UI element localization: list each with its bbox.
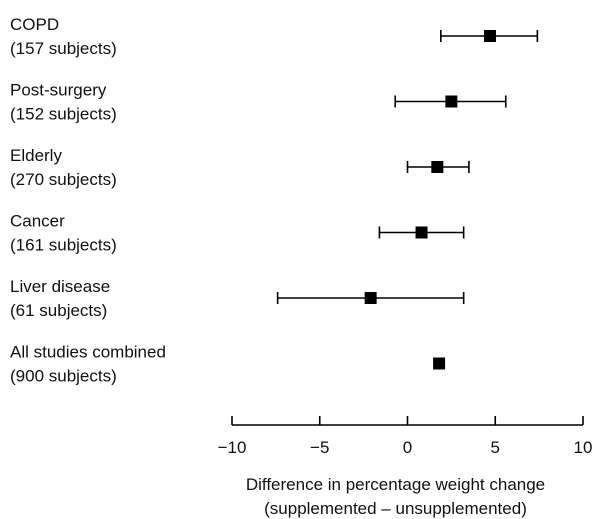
group-layer: COPD (157 subjects) Post-surgery (152 subje…: [10, 15, 537, 386]
group-row: Liver disease (61 subjects): [10, 277, 464, 320]
group-subjects-label: (270 subjects): [10, 170, 117, 189]
estimate-marker: [365, 292, 377, 304]
group-row: Post-surgery (152 subjects): [10, 81, 506, 124]
estimate-marker: [431, 161, 443, 173]
group-name-label: All studies combined: [10, 343, 166, 362]
x-tick-label: 10: [574, 438, 593, 457]
x-axis: −10 −5 0 5 10: [218, 416, 593, 457]
estimate-marker: [445, 96, 457, 108]
x-tick-label: −5: [310, 438, 329, 457]
x-axis-ticks: −10 −5 0 5 10: [218, 416, 593, 457]
group-subjects-label: (152 subjects): [10, 105, 117, 124]
group-name-label: Elderly: [10, 146, 62, 165]
x-axis-title: Difference in percentage weight change: [246, 475, 545, 494]
x-tick-label: 5: [491, 438, 500, 457]
estimate-marker: [433, 358, 445, 370]
x-tick-label: 0: [403, 438, 412, 457]
estimate-marker: [484, 30, 496, 42]
group-subjects-label: (157 subjects): [10, 39, 117, 58]
x-axis-title-line-2: (supplemented – unsupplemented): [264, 499, 527, 518]
group-row: Elderly (270 subjects): [10, 146, 469, 189]
group-subjects-label: (900 subjects): [10, 367, 117, 386]
group-name-label: COPD: [10, 15, 59, 34]
group-name-label: Post-surgery: [10, 81, 107, 100]
group-row: Cancer (161 subjects): [10, 212, 464, 255]
group-subjects-label: (61 subjects): [10, 301, 107, 320]
group-subjects-label: (161 subjects): [10, 236, 117, 255]
group-name-label: Cancer: [10, 212, 65, 231]
estimate-marker: [416, 227, 428, 239]
group-row: COPD (157 subjects): [10, 15, 537, 58]
group-row: All studies combined (900 subjects): [10, 343, 445, 386]
x-tick-label: −10: [218, 438, 247, 457]
group-name-label: Liver disease: [10, 277, 110, 296]
